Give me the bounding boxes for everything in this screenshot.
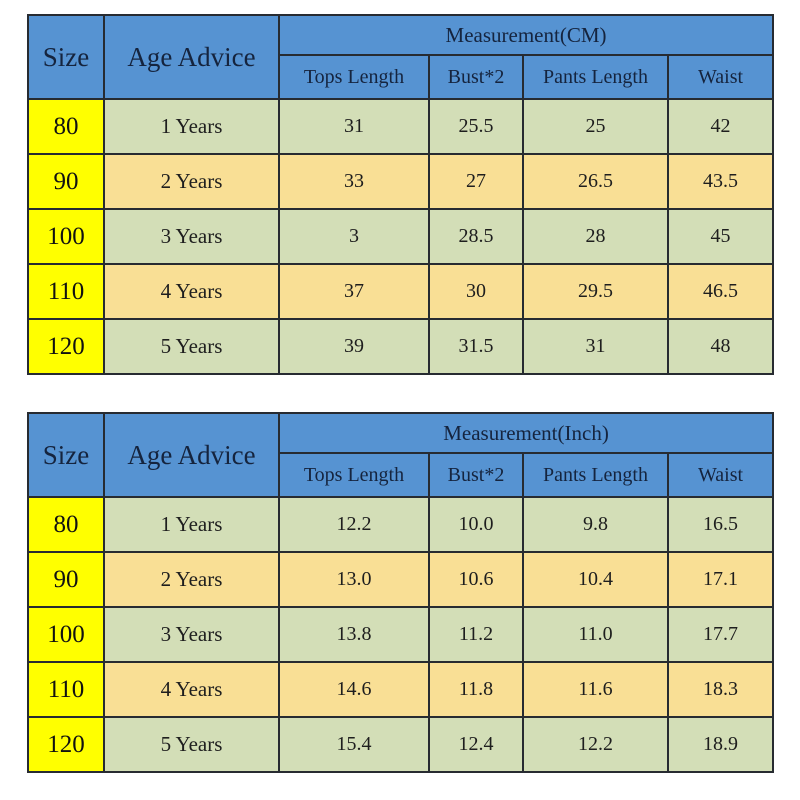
value-cell: 11.2 [428, 606, 524, 663]
age-cell: 1 Years [103, 496, 280, 553]
value-cell: 17.1 [666, 551, 775, 608]
table-row-90: 90 2 Years 13.0 10.6 10.4 17.1 [27, 551, 775, 608]
header-size: Size [27, 14, 105, 100]
column-header-bust: Bust*2 [428, 54, 524, 100]
value-cell: 27 [428, 153, 524, 210]
size-cell: 90 [27, 551, 105, 608]
table-row-100: 100 3 Years 3 28.5 28 45 [27, 208, 775, 265]
size-cell: 120 [27, 716, 105, 773]
header-age-advice: Age Advice [103, 14, 280, 100]
size-cell: 100 [27, 606, 105, 663]
value-cell: 31 [522, 318, 669, 375]
value-cell: 28 [522, 208, 669, 265]
age-cell: 5 Years [103, 318, 280, 375]
value-cell: 3 [278, 208, 430, 265]
size-cell: 100 [27, 208, 105, 265]
column-header-pants-length: Pants Length [522, 54, 669, 100]
column-header-pants-length: Pants Length [522, 452, 669, 498]
header-measurement-inch: Measurement(Inch) [277, 412, 775, 454]
header-row-sub: Tops Length Bust*2 Pants Length Waist [28, 452, 775, 498]
value-cell: 15.4 [278, 716, 430, 773]
value-cell: 11.8 [428, 661, 524, 718]
size-cell: 90 [27, 153, 105, 210]
value-cell: 33 [278, 153, 430, 210]
value-cell: 13.8 [278, 606, 430, 663]
size-cell: 80 [27, 496, 105, 553]
value-cell: 10.0 [428, 496, 524, 553]
value-cell: 18.3 [666, 661, 775, 718]
header-row-top: Size Age Advice Measurement(CM) [27, 14, 775, 100]
size-cell: 110 [27, 263, 105, 320]
header-measurement-cm: Measurement(CM) [277, 14, 775, 56]
value-cell: 25.5 [428, 98, 524, 155]
value-cell: 10.4 [522, 551, 669, 608]
value-cell: 29.5 [522, 263, 669, 320]
age-cell: 1 Years [103, 98, 280, 155]
value-cell: 31 [278, 98, 430, 155]
value-cell: 16.5 [666, 496, 775, 553]
size-chart-table-inch: Size Age Advice Measurement(Inch) Tops L… [27, 412, 775, 773]
size-cell: 110 [27, 661, 105, 718]
value-cell: 12.2 [278, 496, 430, 553]
value-cell: 18.9 [666, 716, 775, 773]
value-cell: 42 [666, 98, 775, 155]
value-cell: 25 [522, 98, 669, 155]
value-cell: 11.6 [522, 661, 669, 718]
value-cell: 37 [278, 263, 430, 320]
value-cell: 17.7 [666, 606, 775, 663]
age-cell: 4 Years [103, 661, 280, 718]
table-row-110: 110 4 Years 14.6 11.8 11.6 18.3 [27, 661, 775, 718]
age-cell: 2 Years [103, 153, 280, 210]
header-row-sub: Tops Length Bust*2 Pants Length Waist [28, 54, 775, 100]
value-cell: 14.6 [278, 661, 430, 718]
column-header-bust: Bust*2 [428, 452, 524, 498]
column-header-tops-length: Tops Length [278, 452, 430, 498]
value-cell: 12.4 [428, 716, 524, 773]
value-cell: 43.5 [666, 153, 775, 210]
header-age-advice: Age Advice [103, 412, 280, 498]
value-cell: 30 [428, 263, 524, 320]
value-cell: 26.5 [522, 153, 669, 210]
table-row-90: 90 2 Years 33 27 26.5 43.5 [27, 153, 775, 210]
age-cell: 3 Years [103, 208, 280, 265]
value-cell: 48 [666, 318, 775, 375]
header-size: Size [27, 412, 105, 498]
table-row-100: 100 3 Years 13.8 11.2 11.0 17.7 [27, 606, 775, 663]
table-row-120: 120 5 Years 39 31.5 31 48 [27, 318, 775, 375]
table-row-110: 110 4 Years 37 30 29.5 46.5 [27, 263, 775, 320]
size-cell: 120 [27, 318, 105, 375]
value-cell: 13.0 [278, 551, 430, 608]
age-cell: 3 Years [103, 606, 280, 663]
value-cell: 10.6 [428, 551, 524, 608]
table-row-120: 120 5 Years 15.4 12.4 12.2 18.9 [27, 716, 775, 773]
age-cell: 2 Years [103, 551, 280, 608]
value-cell: 28.5 [428, 208, 524, 265]
header-row-top: Size Age Advice Measurement(Inch) [27, 412, 775, 498]
value-cell: 39 [278, 318, 430, 375]
table-row-80: 80 1 Years 12.2 10.0 9.8 16.5 [27, 496, 775, 553]
size-cell: 80 [27, 98, 105, 155]
column-header-tops-length: Tops Length [278, 54, 430, 100]
table-row-80: 80 1 Years 31 25.5 25 42 [27, 98, 775, 155]
value-cell: 45 [666, 208, 775, 265]
column-header-waist: Waist [666, 452, 775, 498]
value-cell: 11.0 [522, 606, 669, 663]
value-cell: 31.5 [428, 318, 524, 375]
size-chart-table-cm: Size Age Advice Measurement(CM) Tops Len… [27, 14, 775, 375]
age-cell: 4 Years [103, 263, 280, 320]
value-cell: 46.5 [666, 263, 775, 320]
age-cell: 5 Years [103, 716, 280, 773]
column-header-waist: Waist [666, 54, 775, 100]
value-cell: 12.2 [522, 716, 669, 773]
value-cell: 9.8 [522, 496, 669, 553]
